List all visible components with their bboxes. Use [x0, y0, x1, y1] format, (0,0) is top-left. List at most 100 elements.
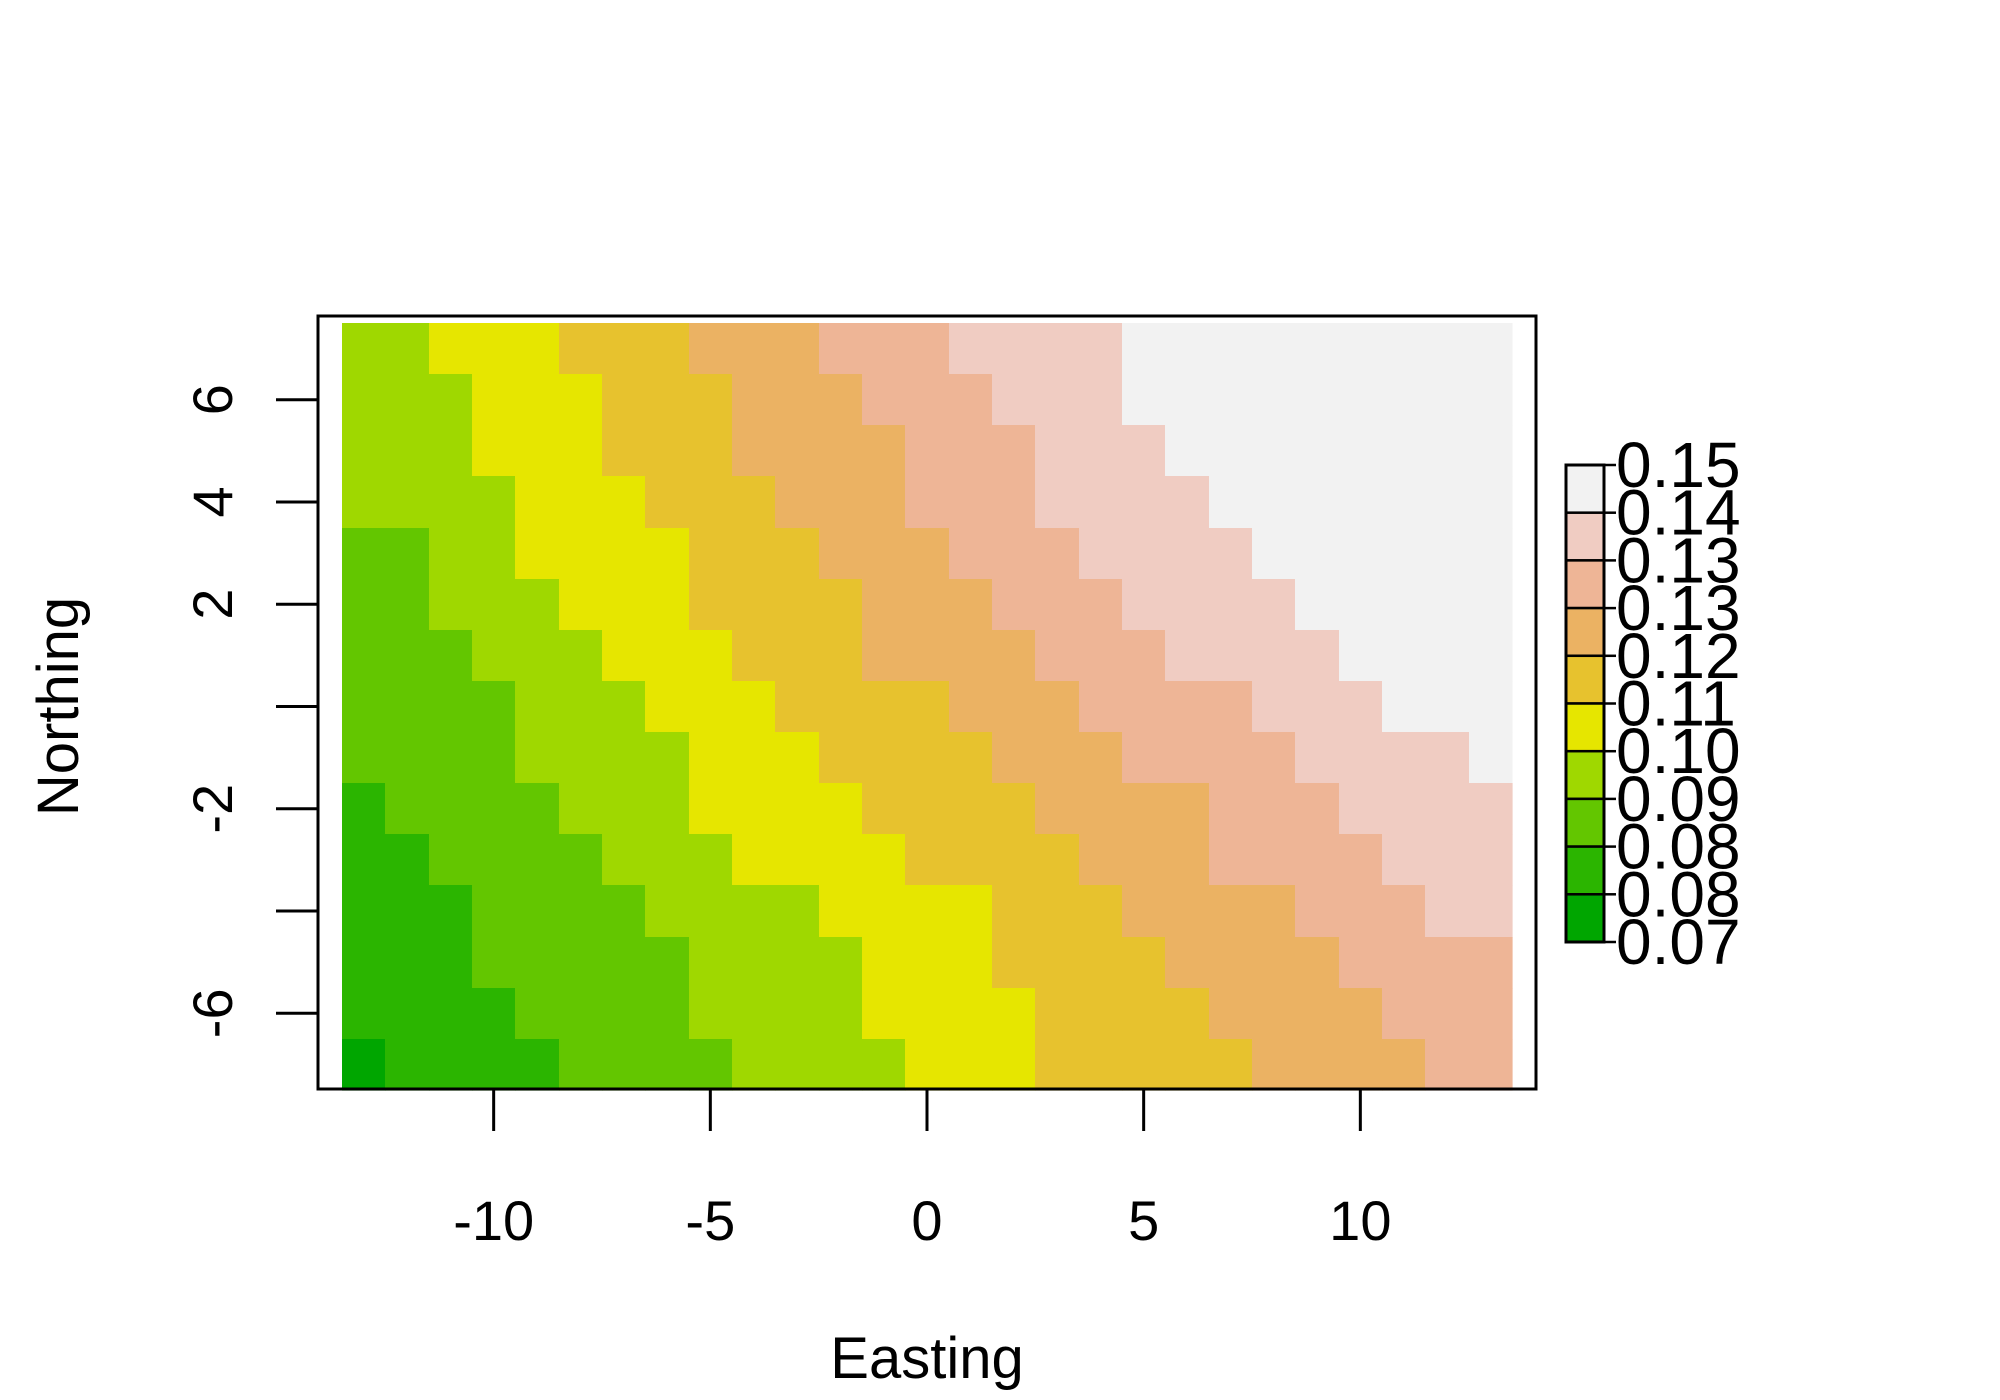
raster-cell [645, 885, 690, 938]
raster-cell [819, 1039, 863, 1091]
raster-cell [1035, 528, 1080, 580]
raster-cell [862, 323, 906, 375]
raster-cell [732, 732, 776, 784]
raster-cell [1425, 476, 1470, 529]
raster-cell [559, 681, 603, 733]
raster-cell [342, 783, 386, 835]
raster-cell [1295, 323, 1340, 375]
raster-cell [1382, 1039, 1426, 1091]
raster-cell [602, 374, 646, 426]
raster-cell [385, 425, 430, 477]
raster-cell [1122, 937, 1166, 989]
raster-cell [1035, 834, 1080, 886]
raster-cell [1035, 630, 1080, 682]
raster-cell [602, 885, 646, 938]
raster-cell [1252, 374, 1296, 426]
raster-cell [775, 834, 820, 886]
raster-cell [602, 476, 646, 529]
raster-cell [949, 988, 993, 1040]
raster-cell [645, 783, 690, 835]
raster-cell [1339, 937, 1383, 989]
raster-cell [1339, 579, 1383, 631]
raster-cell [1165, 681, 1210, 733]
raster-cell [732, 425, 776, 477]
raster-cell [385, 937, 430, 989]
raster-cell [905, 834, 950, 886]
raster-cell [1035, 937, 1080, 989]
y-tick-label: -6 [181, 988, 244, 1038]
raster-cell [1252, 937, 1296, 989]
raster-cell [515, 988, 560, 1040]
raster-cell [819, 885, 863, 938]
raster-cell [949, 1039, 993, 1091]
raster-cell [1079, 681, 1123, 733]
raster-cell [385, 476, 430, 529]
raster-cell [1122, 1039, 1166, 1091]
raster-cell [949, 630, 993, 682]
raster-cell [1469, 937, 1513, 989]
raster-cell [819, 323, 863, 375]
raster-cell [1295, 988, 1340, 1040]
raster-cell [949, 323, 993, 375]
raster-cell [949, 937, 993, 989]
raster-cell [1122, 528, 1166, 580]
legend-swatch [1564, 749, 1606, 801]
raster-cell [342, 425, 386, 477]
raster-cell [385, 885, 430, 938]
raster-cell [559, 937, 603, 989]
raster-cell [862, 476, 906, 529]
raster-cell [645, 323, 690, 375]
raster-cell [1425, 425, 1470, 477]
raster-cell [385, 783, 430, 835]
raster-cell [1425, 374, 1470, 426]
raster-cell [1339, 374, 1383, 426]
raster-cell [732, 783, 776, 835]
raster-cell [732, 630, 776, 682]
raster-cell [862, 783, 906, 835]
raster-cell [775, 783, 820, 835]
raster-cell [1209, 885, 1253, 938]
raster-cell [1252, 579, 1296, 631]
raster-cell [342, 323, 386, 375]
raster-cell [1035, 885, 1080, 938]
raster-cell [949, 732, 993, 784]
raster-cell [559, 374, 603, 426]
raster-cell [1252, 630, 1296, 682]
raster-cell [472, 323, 516, 375]
raster-cell [775, 579, 820, 631]
raster-cell [1469, 579, 1513, 631]
raster-cell [862, 374, 906, 426]
raster-cell [1209, 681, 1253, 733]
raster-cell [1295, 1039, 1340, 1091]
x-tick-label: 0 [911, 1189, 942, 1252]
raster-cell [1079, 988, 1123, 1040]
raster-cell [1079, 1039, 1123, 1091]
raster-cell [1382, 476, 1426, 529]
raster-cell [775, 323, 820, 375]
raster-cell [559, 323, 603, 375]
raster-cell [1079, 323, 1123, 375]
raster-cell [645, 579, 690, 631]
raster-cell [862, 630, 906, 682]
raster-cell [515, 885, 560, 938]
raster-cell [342, 681, 386, 733]
raster-cell [775, 885, 820, 938]
raster-cell [775, 1039, 820, 1091]
raster-cell [1295, 374, 1340, 426]
raster-cell [429, 630, 473, 682]
raster-cell [1122, 834, 1166, 886]
raster-cell [559, 528, 603, 580]
raster-cell [472, 783, 516, 835]
raster-cell [559, 425, 603, 477]
raster-cell [1209, 374, 1253, 426]
raster-cell [515, 476, 560, 529]
raster-cell [689, 988, 733, 1040]
raster-cell [472, 1039, 516, 1091]
raster-cell [1035, 681, 1080, 733]
raster-cell [1209, 323, 1253, 375]
raster-cell [1425, 528, 1470, 580]
raster-cell [515, 630, 560, 682]
x-tick-label: -10 [453, 1189, 534, 1252]
raster-cell [1079, 783, 1123, 835]
raster-cell [342, 1039, 386, 1091]
